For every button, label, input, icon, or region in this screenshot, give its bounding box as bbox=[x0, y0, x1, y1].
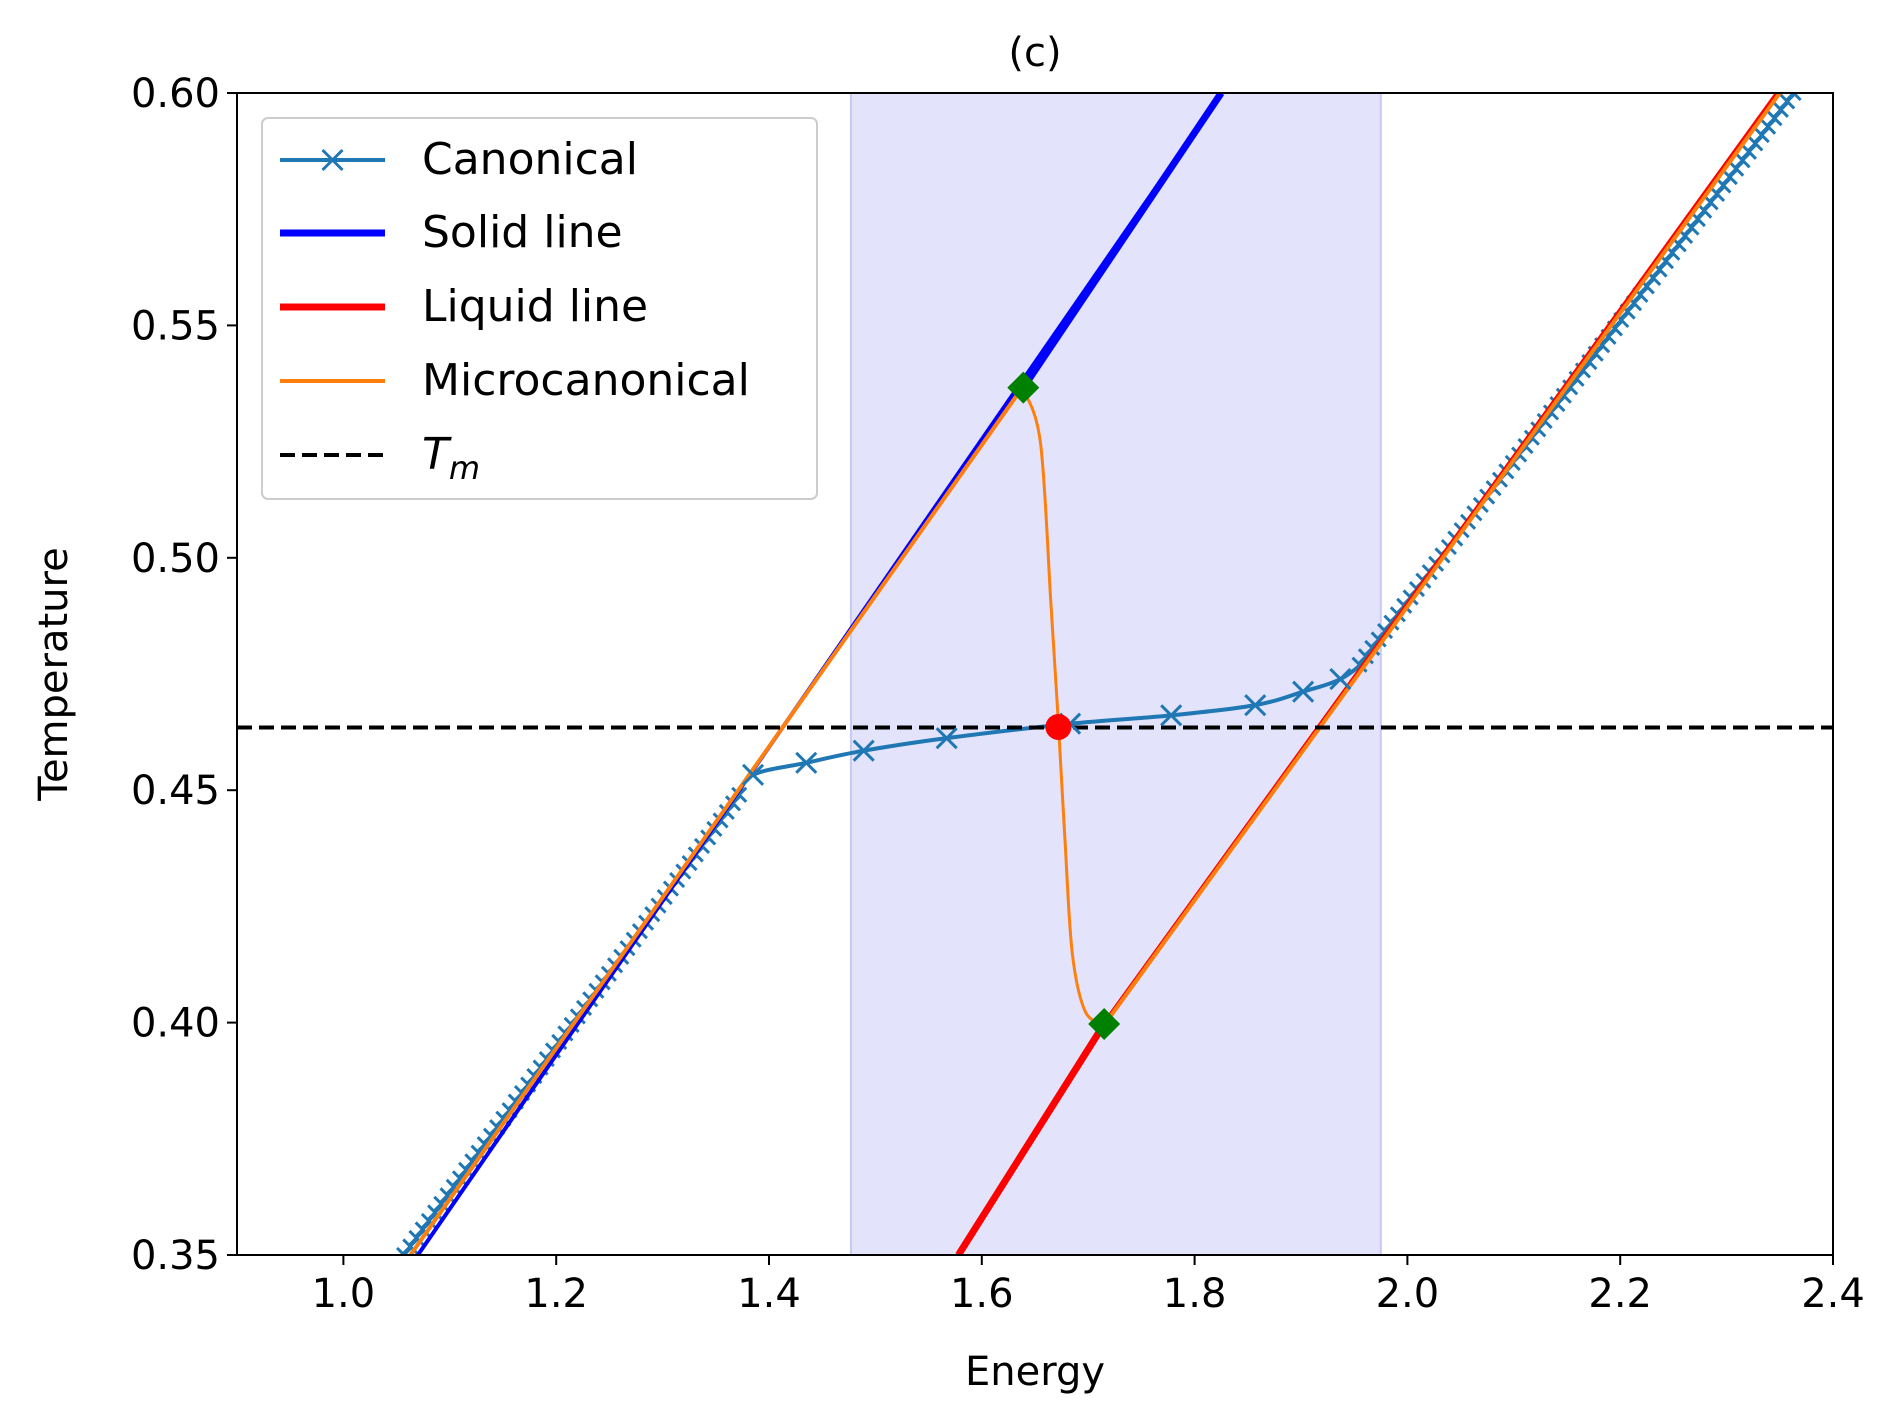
plot-frame bbox=[236, 92, 1834, 1256]
x-tick-label: 1.6 bbox=[950, 1271, 1014, 1317]
microcanonical-transition-curve bbox=[1020, 387, 1106, 1027]
canonical-marker bbox=[935, 727, 958, 750]
y-axis-label: Temperature bbox=[31, 547, 77, 801]
legend-label: Liquid line bbox=[422, 281, 648, 332]
legend-label: Canonical bbox=[422, 134, 638, 185]
x-tick-label: 1.4 bbox=[737, 1271, 801, 1317]
chart-title: (c) bbox=[1008, 30, 1061, 76]
shaded-region bbox=[849, 93, 1382, 1255]
liquid-line-lower bbox=[955, 1022, 1108, 1255]
red-circle-point bbox=[1045, 713, 1072, 740]
microcanonical-liquid-branch bbox=[1102, 93, 1782, 1027]
canonical-marker bbox=[1244, 694, 1267, 717]
y-tick-label: 0.50 bbox=[131, 536, 220, 582]
green-diamond-point bbox=[1088, 1007, 1121, 1040]
x-tick-label: 2.0 bbox=[1376, 1271, 1440, 1317]
canonical-marker bbox=[1292, 680, 1315, 703]
x-tick-label: 2.4 bbox=[1801, 1271, 1865, 1317]
y-tick-label: 0.35 bbox=[131, 1233, 220, 1279]
canonical-marker bbox=[1329, 668, 1352, 691]
canonical-marker bbox=[741, 763, 765, 786]
green-diamond-point bbox=[1007, 371, 1040, 404]
legend: Canonical Solid line Liquid line Microcanon… bbox=[261, 117, 818, 500]
x-tick-label: 1.0 bbox=[312, 1271, 376, 1317]
canonical-marker bbox=[1160, 704, 1183, 727]
canonical-marker bbox=[852, 739, 875, 762]
x-tick-label: 1.2 bbox=[524, 1271, 588, 1317]
solid-line-upper bbox=[1020, 93, 1225, 390]
legend-canonical-marker bbox=[321, 148, 344, 172]
x-axis-label: Energy bbox=[965, 1349, 1105, 1395]
legend-label-tm: Tm bbox=[422, 429, 480, 487]
microcanonical-solid-branch bbox=[408, 386, 1024, 1255]
legend-box bbox=[261, 117, 818, 500]
y-tick-label: 0.40 bbox=[131, 1001, 220, 1047]
y-tick-label: 0.55 bbox=[131, 303, 220, 349]
legend-label: Solid line bbox=[422, 207, 623, 258]
x-tick-label: 1.8 bbox=[1163, 1271, 1227, 1317]
x-tick-label: 2.2 bbox=[1588, 1271, 1652, 1317]
y-tick-label: 0.60 bbox=[131, 71, 220, 117]
legend-label: Microcanonical bbox=[422, 355, 750, 406]
canonical-marker bbox=[795, 751, 818, 774]
y-tick-label: 0.45 bbox=[131, 768, 220, 814]
